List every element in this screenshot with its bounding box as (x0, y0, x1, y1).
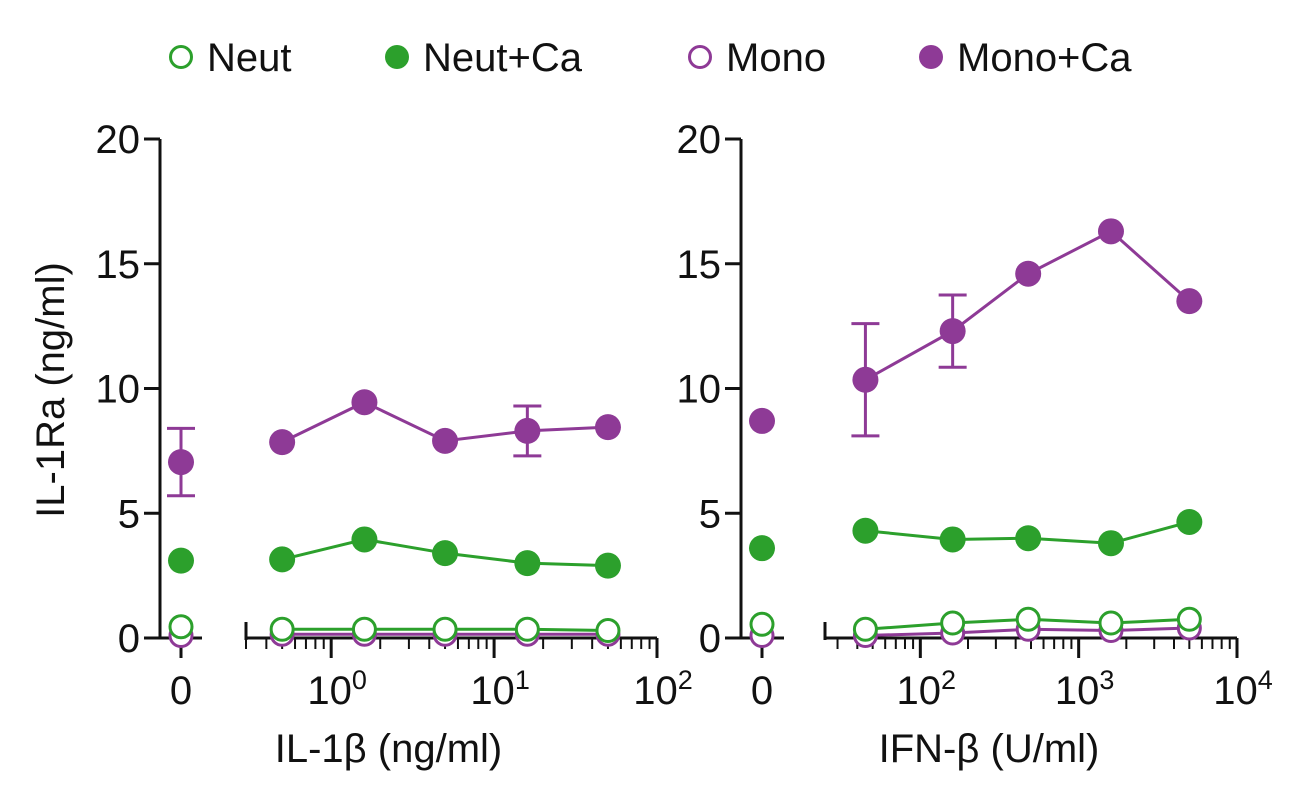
data-point (269, 546, 296, 573)
series-mono (168, 621, 621, 649)
legend-label-mono-ca: Mono+Ca (957, 36, 1132, 80)
x-axis-title: IL-1β (ng/ml) (275, 727, 503, 771)
data-point (594, 552, 621, 579)
y-axis-title: IL-1Ra (ng/ml) (29, 262, 73, 518)
y-tick-label: 20 (677, 118, 722, 162)
x-tick-label: 104 (1213, 665, 1273, 713)
data-point (432, 616, 458, 642)
series-neut (168, 614, 621, 644)
legend-marker-mono-ca (919, 45, 943, 69)
data-point (351, 526, 378, 553)
series-mono-ca (167, 389, 621, 498)
x-tick-label-exponent: 2 (678, 665, 693, 695)
y-tick-label: 15 (677, 243, 722, 287)
data-point (939, 526, 966, 553)
data-point (168, 547, 194, 574)
legend-marker-neut (169, 45, 193, 69)
data-point (514, 550, 541, 577)
legend-label-neut-ca: Neut+Ca (423, 36, 583, 80)
data-point (1097, 218, 1124, 245)
series-neut-ca (749, 508, 1203, 562)
data-point (168, 449, 194, 476)
x-tick-label-exponent: 0 (352, 665, 367, 695)
x-tick-label: 102 (897, 665, 957, 713)
x-tick-label-zero: 0 (751, 669, 773, 713)
y-tick-label: 0 (699, 617, 721, 661)
legend-marker-neut-ca (385, 45, 409, 69)
x-tick-label-exponent: 4 (1258, 665, 1273, 695)
x-tick-label-base: 10 (1055, 669, 1100, 713)
data-point (749, 535, 775, 562)
legend-label-mono: Mono (726, 36, 826, 80)
data-point (1015, 525, 1042, 552)
data-point (749, 407, 775, 434)
data-point (432, 540, 459, 567)
data-point (269, 616, 295, 642)
y-tick-label: 20 (96, 118, 141, 162)
data-point (168, 614, 194, 640)
x-tick-label-zero: 0 (170, 669, 192, 713)
x-axis-title: IFN-β (U/ml) (879, 727, 1100, 771)
data-point (1176, 288, 1203, 315)
x-tick-label-base: 10 (1213, 669, 1258, 713)
x-tick-label: 102 (633, 665, 693, 713)
data-point (1176, 508, 1203, 535)
legend-label-neut: Neut (207, 36, 292, 80)
y-tick-label: 5 (118, 492, 140, 536)
x-tick-label-base: 10 (897, 669, 942, 713)
y-tick-label: 0 (118, 617, 140, 661)
series-neut (749, 606, 1202, 642)
data-point (852, 616, 878, 642)
data-point (269, 429, 296, 456)
x-tick-label-exponent: 1 (515, 665, 530, 695)
x-tick-label-exponent: 2 (941, 665, 956, 695)
x-tick-label-base: 10 (470, 669, 515, 713)
data-point (351, 616, 377, 642)
data-point (514, 616, 540, 642)
data-point (514, 417, 541, 444)
data-point (940, 610, 966, 636)
x-tick-label-base: 10 (633, 669, 678, 713)
data-point (939, 318, 966, 345)
x-tick-label: 103 (1055, 665, 1115, 713)
x-tick-label: 101 (470, 665, 530, 713)
series-line (864, 229, 1191, 382)
data-point (1098, 610, 1124, 636)
data-point (594, 414, 621, 441)
x-tick-label: 100 (307, 665, 367, 713)
legend-marker-mono (688, 45, 712, 69)
data-point (1015, 606, 1041, 632)
x-tick-label-base: 10 (307, 669, 352, 713)
y-tick-label: 15 (96, 243, 141, 287)
legend: Neut Neut+Ca Mono Mono+Ca (169, 36, 1132, 80)
data-point (1015, 260, 1042, 287)
series-neut-ca (168, 526, 621, 579)
data-point (432, 427, 459, 454)
data-point (351, 389, 378, 416)
series-mono-ca (749, 218, 1203, 438)
y-tick-label: 10 (96, 368, 141, 412)
y-tick-label: 5 (699, 492, 721, 536)
data-point (1097, 530, 1124, 557)
y-tick-label: 10 (677, 368, 722, 412)
data-point (852, 366, 879, 393)
x-tick-label-exponent: 3 (1099, 665, 1114, 695)
data-point (749, 611, 775, 637)
data-point (852, 517, 879, 544)
data-point (595, 618, 621, 644)
data-point (1176, 606, 1202, 632)
